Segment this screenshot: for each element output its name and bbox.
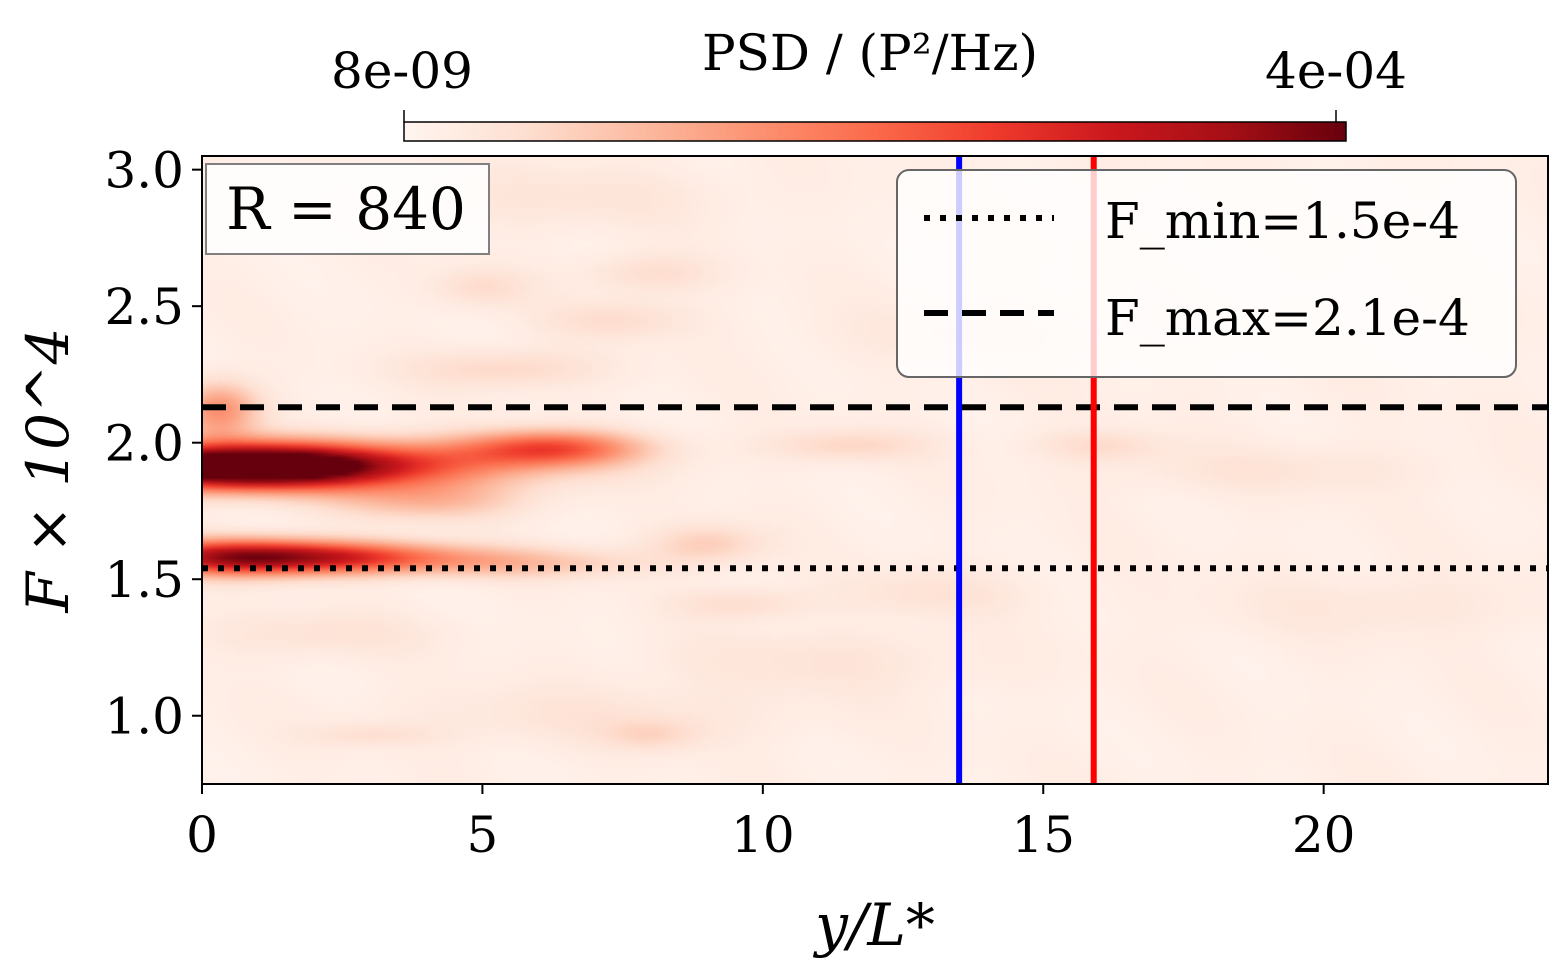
colorbar-gradient: [403, 121, 1347, 142]
x-tick-label: 5: [467, 806, 499, 864]
legend: F_min=1.5e-4 F_max=2.1e-4: [896, 169, 1517, 378]
y-axis: 1.0 1.5 2.0 2.5 3.0: [104, 142, 202, 746]
colorbar-title: PSD / (P²/Hz): [702, 24, 1038, 82]
annotation-frame: [205, 163, 490, 255]
y-tick-label: 3.0: [104, 142, 184, 200]
legend-label-fmin: F_min=1.5e-4: [1105, 192, 1460, 250]
colorbar-min-label: 8e-09: [331, 42, 473, 100]
y-axis-title: F × 10^4: [14, 327, 82, 613]
x-tick-label: 20: [1292, 806, 1356, 864]
x-tick-label: 0: [186, 806, 218, 864]
legend-label-fmax: F_max=2.1e-4: [1105, 289, 1470, 347]
x-tick-label: 15: [1011, 806, 1075, 864]
x-axis-title: y/L*: [812, 891, 935, 959]
y-tick-label: 1.5: [104, 551, 184, 609]
annotation-box: R = 840: [205, 163, 490, 255]
x-axis: 0 5 10 15 20: [186, 784, 1355, 864]
colorbar-max-label: 4e-04: [1265, 42, 1407, 100]
y-tick-label: 2.5: [104, 278, 184, 336]
legend-frame: [896, 169, 1517, 378]
y-tick-label: 2.0: [104, 415, 184, 473]
plot-frame: [201, 155, 1549, 785]
annotation-text: R = 840: [226, 175, 466, 243]
x-tick-label: 10: [731, 806, 795, 864]
colorbar: PSD / (P²/Hz) 8e-09 4e-04: [331, 24, 1407, 142]
y-tick-label: 1.0: [104, 688, 184, 746]
